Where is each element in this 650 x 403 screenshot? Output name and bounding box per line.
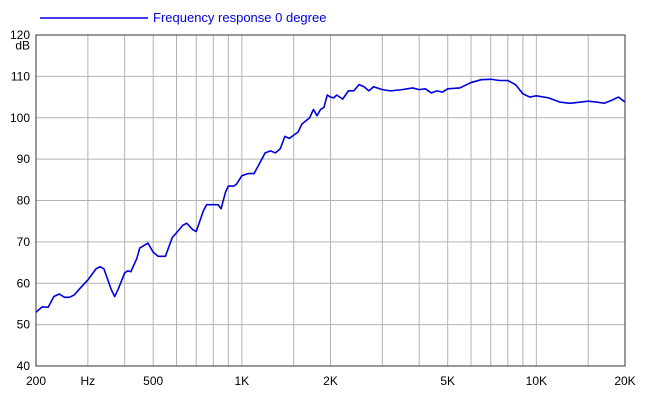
plot-area-frame: [35, 34, 626, 367]
x-tick-label: 10K: [526, 374, 547, 388]
y-axis-tick-labels: 120 110 100 90 80 70 60 50 40: [10, 28, 30, 373]
x-tick-label: 200: [26, 374, 46, 388]
series-layer: [35, 78, 626, 313]
x-tick-label: 2K: [323, 374, 338, 388]
y-tick-label: 80: [17, 194, 31, 208]
legend-entry-label: Frequency response 0 degree: [153, 10, 326, 25]
y-tick-label: 70: [17, 235, 31, 249]
x-tick-label: Hz: [81, 374, 96, 388]
y-tick-label: 60: [17, 276, 31, 290]
y-tick-label: 120: [10, 28, 30, 42]
legend: Frequency response 0 degree: [40, 10, 326, 25]
y-tick-label: 40: [17, 359, 31, 373]
y-tick-label: 90: [17, 152, 31, 166]
y-tick-label: 50: [17, 318, 31, 332]
y-tick-label: 110: [11, 69, 30, 83]
x-axis-tick-labels: 200 Hz 500 1K 2K 5K 10K 20K: [26, 374, 636, 388]
x-tick-label: 1K: [235, 374, 250, 388]
x-tick-label: 5K: [440, 374, 455, 388]
series-line-frequency-response: [35, 78, 626, 313]
x-tick-label: 500: [143, 374, 163, 388]
y-tick-label: 100: [10, 111, 30, 125]
y-axis-unit-label: dB: [15, 38, 30, 52]
grid: [36, 35, 625, 366]
x-tick-label: 20K: [614, 374, 635, 388]
